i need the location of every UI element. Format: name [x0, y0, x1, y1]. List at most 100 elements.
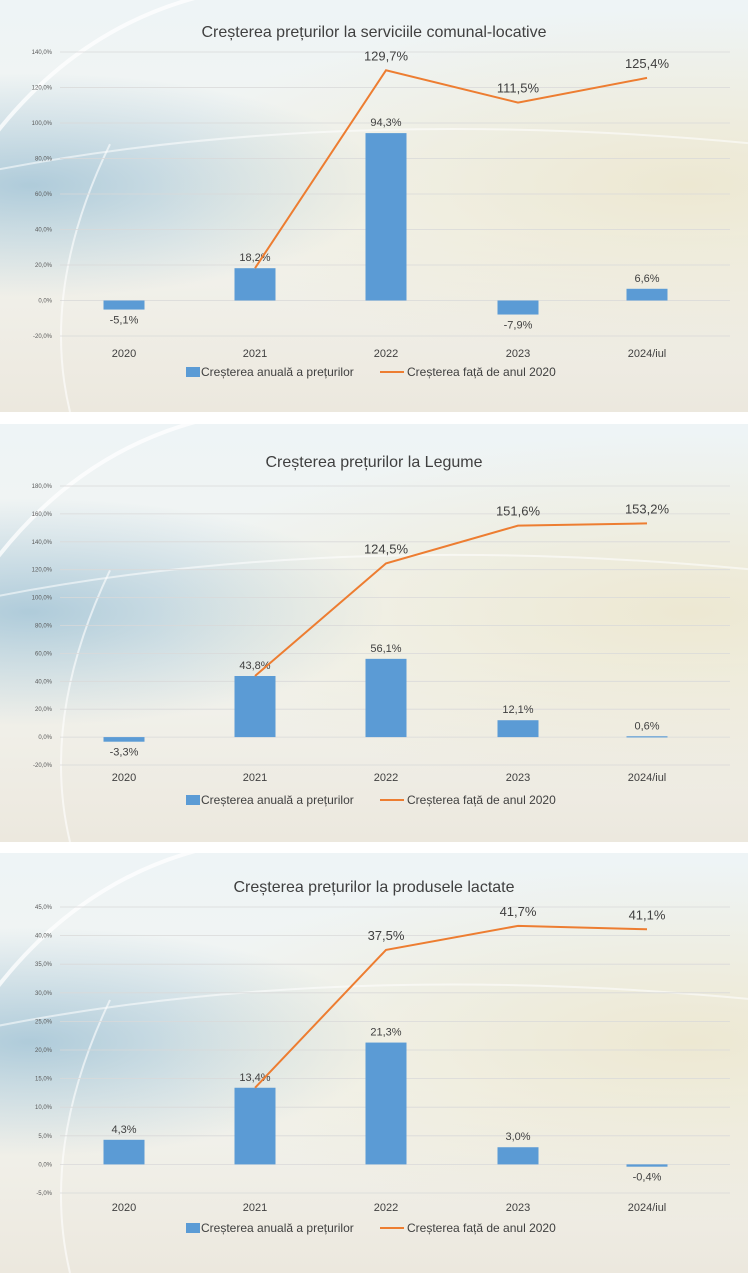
y-tick-label: 140,0% — [32, 540, 53, 546]
y-tick-label: 20,0% — [35, 707, 53, 713]
y-tick-label: 30,0% — [35, 991, 53, 997]
bar-2022 — [365, 1042, 407, 1165]
line-data-label: 41,7% — [500, 904, 537, 919]
bar-data-label: 12,1% — [502, 704, 533, 716]
bar-2023 — [497, 300, 539, 315]
y-tick-label: 35,0% — [35, 962, 53, 968]
x-tick-label: 2021 — [243, 348, 267, 360]
legend-bar-swatch — [186, 1223, 200, 1233]
line-data-label: 41,1% — [629, 907, 666, 922]
legend-bar-label: Creșterea anuală a prețurilor — [201, 793, 354, 807]
y-tick-label: 5,0% — [38, 1134, 52, 1140]
x-tick-label: 2021 — [243, 772, 267, 784]
line-series — [254, 924, 648, 1089]
bar-data-label: -7,9% — [504, 320, 533, 332]
y-tick-label: -5,0% — [36, 1191, 52, 1197]
legend-line-label: Creșterea față de anul 2020 — [407, 365, 556, 379]
chart-svg-0: Creșterea prețurilor la serviciile comun… — [0, 0, 748, 412]
y-tick-label: 60,0% — [35, 192, 53, 198]
y-tick-label: 45,0% — [35, 905, 53, 911]
bar-data-label: -3,3% — [110, 747, 139, 759]
bar-2021 — [234, 1087, 276, 1165]
y-tick-label: 100,0% — [32, 596, 53, 602]
y-tick-label: 120,0% — [32, 86, 53, 92]
x-tick-label: 2024/iul — [628, 348, 667, 360]
y-tick-label: 80,0% — [35, 157, 53, 163]
bar-2020 — [103, 300, 145, 310]
bar-data-label: 0,6% — [634, 720, 659, 732]
chart-panel-vegetables: Creșterea prețurilor la Legume -20,0% 0,0%… — [0, 424, 748, 842]
y-tick-label: 60,0% — [35, 651, 53, 657]
y-tick-label: 25,0% — [35, 1019, 53, 1025]
bar-data-label: 21,3% — [370, 1027, 401, 1039]
y-tick-label: 40,0% — [35, 679, 53, 685]
x-tick-label: 2024/iul — [628, 1202, 667, 1214]
y-tick-label: 100,0% — [32, 121, 53, 127]
line-series — [254, 69, 648, 269]
bar-2022 — [365, 658, 407, 738]
y-tick-label: 160,0% — [32, 512, 53, 518]
legend-line-label: Creșterea față de anul 2020 — [407, 1221, 556, 1235]
legend-bar-label: Creșterea anuală a prețurilor — [201, 365, 354, 379]
x-tick-label: 2023 — [506, 1202, 530, 1214]
bar-data-label: 94,3% — [370, 117, 401, 129]
legend: Creșterea anuală a prețurilor Creșterea f… — [186, 793, 556, 807]
bar-data-label: 3,0% — [505, 1131, 530, 1143]
y-tick-label: -20,0% — [33, 334, 53, 340]
x-tick-label: 2023 — [506, 348, 530, 360]
bar-data-label: -0,4% — [633, 1172, 662, 1184]
y-tick-label: 40,0% — [35, 934, 53, 940]
chart-svg-2: Creșterea prețurilor la produsele lactat… — [0, 853, 748, 1273]
y-tick-label: -20,0% — [33, 763, 53, 769]
legend-line-label: Creșterea față de anul 2020 — [407, 793, 556, 807]
y-tick-label: 0,0% — [38, 299, 52, 305]
legend-bar-swatch — [186, 367, 200, 377]
line-data-label: 124,5% — [364, 541, 409, 556]
bar-data-label: 13,4% — [239, 1072, 270, 1084]
chart-panel-dairy: Creșterea prețurilor la produsele lactat… — [0, 853, 748, 1273]
y-tick-label: 140,0% — [32, 50, 53, 56]
y-tick-label: 20,0% — [35, 263, 53, 269]
line-series — [254, 522, 648, 677]
bar-data-label: 18,2% — [239, 252, 270, 264]
bar-2023 — [497, 1147, 539, 1165]
bar-2021 — [234, 268, 276, 301]
x-tick-label: 2020 — [112, 772, 136, 784]
bar-2020 — [103, 1139, 145, 1165]
y-tick-label: 0,0% — [38, 735, 52, 741]
bar-2024/iul — [626, 736, 668, 738]
chart-svg-1: Creșterea prețurilor la Legume -20,0% 0,0%… — [0, 424, 748, 842]
y-tick-label: 15,0% — [35, 1077, 53, 1083]
bar-2021 — [234, 675, 276, 738]
bar-2020 — [103, 737, 145, 742]
line-data-label: 153,2% — [625, 501, 670, 516]
bar-data-label: 6,6% — [634, 273, 659, 285]
chart-title: Creșterea prețurilor la Legume — [266, 454, 483, 471]
bar-data-label: 4,3% — [111, 1124, 136, 1136]
bar-2023 — [497, 720, 539, 738]
x-tick-label: 2022 — [374, 1202, 398, 1214]
y-tick-label: 40,0% — [35, 228, 53, 234]
chart-panel-communal-services: Creșterea prețurilor la serviciile comun… — [0, 0, 748, 412]
legend: Creșterea anuală a prețurilor Creșterea f… — [186, 1221, 556, 1235]
bar-2024/iul — [626, 288, 668, 301]
legend-bar-label: Creșterea anuală a prețurilor — [201, 1221, 354, 1235]
y-tick-label: 20,0% — [35, 1048, 53, 1054]
bar-data-label: 56,1% — [370, 643, 401, 655]
chart-title: Creșterea prețurilor la serviciile comun… — [201, 24, 546, 41]
line-data-label: 125,4% — [625, 56, 670, 71]
line-data-label: 37,5% — [368, 928, 405, 943]
x-tick-label: 2020 — [112, 348, 136, 360]
x-tick-label: 2024/iul — [628, 772, 667, 784]
x-tick-label: 2022 — [374, 348, 398, 360]
legend: Creșterea anuală a prețurilor Creșterea f… — [186, 365, 556, 379]
y-tick-label: 0,0% — [38, 1162, 52, 1168]
y-tick-label: 120,0% — [32, 568, 53, 574]
line-data-label: 129,7% — [364, 48, 409, 63]
legend-bar-swatch — [186, 795, 200, 805]
x-tick-label: 2022 — [374, 772, 398, 784]
x-tick-label: 2021 — [243, 1202, 267, 1214]
bar-data-label: -5,1% — [110, 315, 139, 327]
line-data-label: 151,6% — [496, 504, 541, 519]
bar-2024/iul — [626, 1164, 668, 1167]
